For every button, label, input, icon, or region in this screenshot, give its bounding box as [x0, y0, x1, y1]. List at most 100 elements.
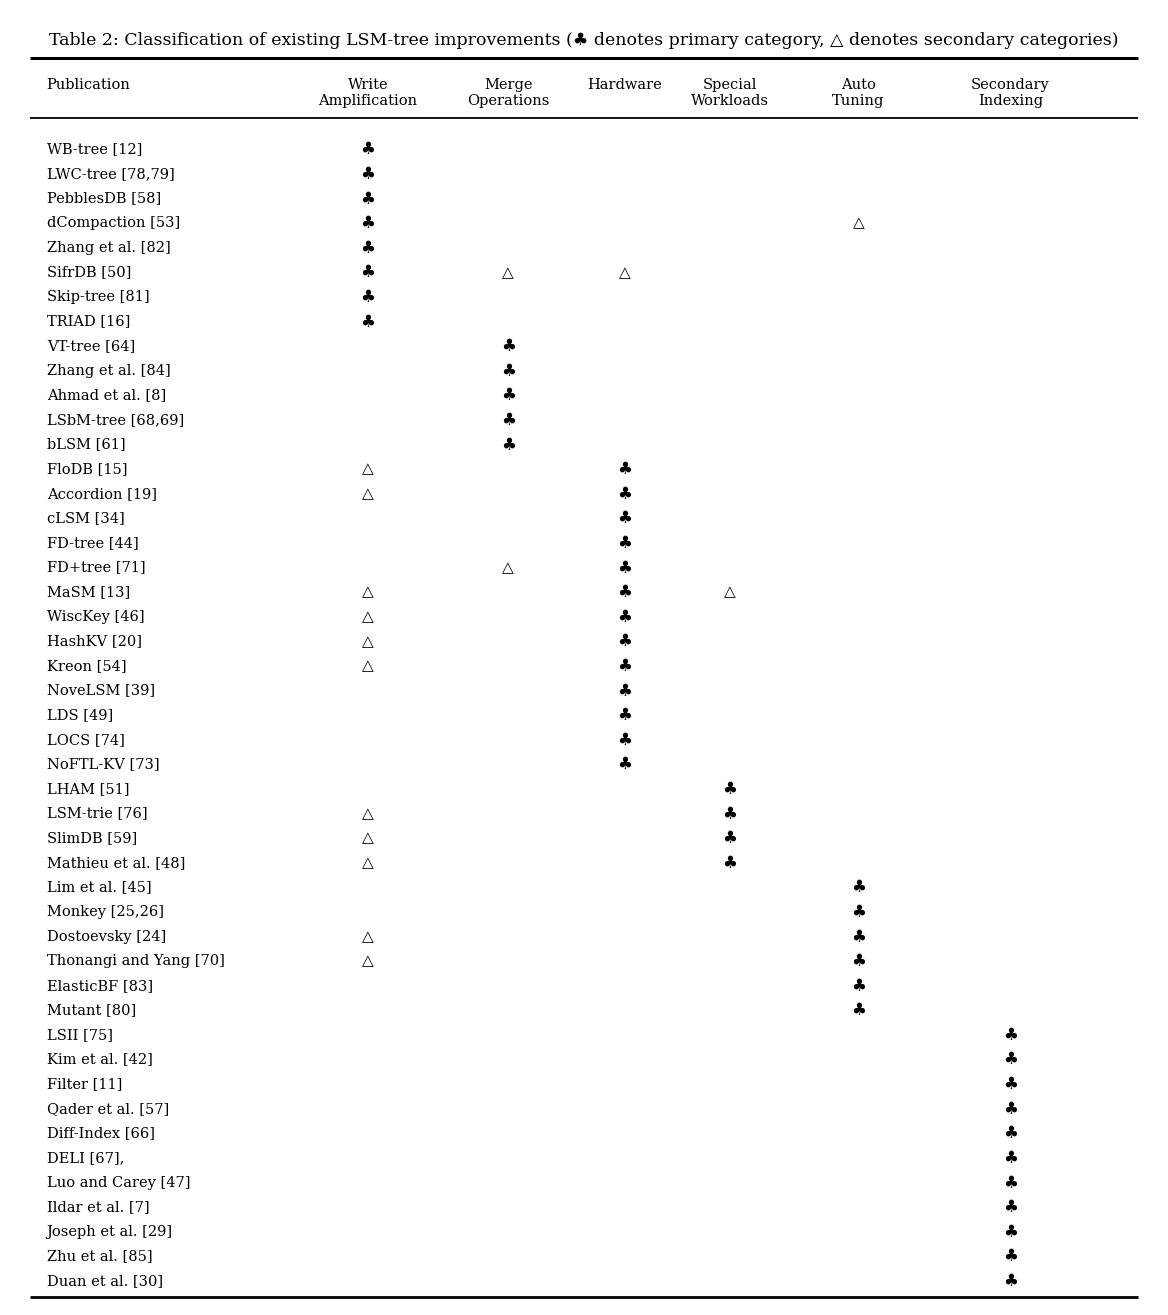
Text: △: △ [362, 462, 374, 476]
Text: ♣: ♣ [723, 805, 737, 822]
Text: WB-tree [12]: WB-tree [12] [47, 142, 142, 156]
Text: ♣: ♣ [501, 387, 515, 404]
Text: ♣: ♣ [618, 485, 632, 502]
Text: Skip-tree [81]: Skip-tree [81] [47, 289, 150, 304]
Text: ♣: ♣ [851, 878, 865, 897]
Text: Merge
Operations: Merge Operations [467, 78, 549, 108]
Text: Qader et al. [57]: Qader et al. [57] [47, 1102, 169, 1115]
Text: Table 2: Classification of existing LSM-tree improvements (♣ denotes primary cat: Table 2: Classification of existing LSM-… [49, 32, 1119, 49]
Text: △: △ [362, 659, 374, 673]
Text: dCompaction [53]: dCompaction [53] [47, 216, 180, 230]
Text: ♣: ♣ [723, 828, 737, 847]
Text: Filter [11]: Filter [11] [47, 1077, 123, 1091]
Text: △: △ [724, 585, 736, 600]
Text: Zhang et al. [82]: Zhang et al. [82] [47, 241, 171, 255]
Text: cLSM [34]: cLSM [34] [47, 512, 125, 525]
Text: ♣: ♣ [618, 534, 632, 552]
Text: ♣: ♣ [501, 410, 515, 429]
Text: Mathieu et al. [48]: Mathieu et al. [48] [47, 856, 185, 869]
Text: △: △ [362, 487, 374, 501]
Text: SlimDB [59]: SlimDB [59] [47, 831, 137, 846]
Text: ♣: ♣ [851, 927, 865, 945]
Text: ♣: ♣ [618, 460, 632, 479]
Text: △: △ [362, 928, 374, 944]
Text: △: △ [362, 831, 374, 846]
Text: LHAM [51]: LHAM [51] [47, 782, 130, 796]
Text: ♣: ♣ [618, 509, 632, 527]
Text: Special
Workloads: Special Workloads [691, 78, 769, 108]
Text: ♣: ♣ [1003, 1124, 1017, 1143]
Text: △: △ [362, 609, 374, 625]
Text: ♣: ♣ [618, 559, 632, 576]
Text: Mutant [80]: Mutant [80] [47, 1003, 135, 1018]
Text: ♣: ♣ [361, 189, 375, 208]
Text: ♣: ♣ [618, 608, 632, 626]
Text: ♣: ♣ [1003, 1272, 1017, 1290]
Text: DELI [67],: DELI [67], [47, 1151, 124, 1165]
Text: ♣: ♣ [361, 288, 375, 306]
Text: MaSM [13]: MaSM [13] [47, 585, 130, 600]
Text: ♣: ♣ [851, 977, 865, 994]
Text: Ahmad et al. [8]: Ahmad et al. [8] [47, 388, 166, 402]
Text: △: △ [502, 560, 514, 575]
Text: Thonangi and Yang [70]: Thonangi and Yang [70] [47, 955, 224, 968]
Text: Diff-Index [66]: Diff-Index [66] [47, 1127, 154, 1140]
Text: Zhu et al. [85]: Zhu et al. [85] [47, 1249, 152, 1264]
Text: △: △ [362, 953, 374, 969]
Text: Kreon [54]: Kreon [54] [47, 659, 126, 673]
Text: HashKV [20]: HashKV [20] [47, 634, 141, 648]
Text: ♣: ♣ [1003, 1223, 1017, 1240]
Text: Kim et al. [42]: Kim et al. [42] [47, 1052, 153, 1066]
Text: bLSM [61]: bLSM [61] [47, 438, 125, 451]
Text: WiscKey [46]: WiscKey [46] [47, 610, 145, 623]
Text: TRIAD [16]: TRIAD [16] [47, 314, 130, 329]
Text: ♣: ♣ [851, 903, 865, 920]
Text: Lim et al. [45]: Lim et al. [45] [47, 880, 152, 894]
Text: SifrDB [50]: SifrDB [50] [47, 266, 131, 279]
Text: Duan et al. [30]: Duan et al. [30] [47, 1274, 162, 1287]
Text: ♣: ♣ [618, 633, 632, 651]
Text: VT-tree [64]: VT-tree [64] [47, 339, 135, 354]
Text: △: △ [619, 264, 631, 280]
Text: ♣: ♣ [851, 952, 865, 970]
Text: ♣: ♣ [361, 141, 375, 158]
Text: LSII [75]: LSII [75] [47, 1028, 113, 1041]
Text: △: △ [362, 634, 374, 648]
Text: Luo and Carey [47]: Luo and Carey [47] [47, 1176, 190, 1190]
Text: ♣: ♣ [723, 853, 737, 872]
Text: LSM-trie [76]: LSM-trie [76] [47, 806, 147, 821]
Text: ♣: ♣ [1003, 1248, 1017, 1265]
Text: △: △ [502, 264, 514, 280]
Text: NoFTL-KV [73]: NoFTL-KV [73] [47, 757, 159, 772]
Text: ♣: ♣ [618, 731, 632, 748]
Text: LOCS [74]: LOCS [74] [47, 732, 125, 747]
Text: Write
Amplification: Write Amplification [319, 78, 417, 108]
Text: ♣: ♣ [361, 263, 375, 281]
Text: ♣: ♣ [501, 362, 515, 380]
Text: Zhang et al. [84]: Zhang et al. [84] [47, 364, 171, 377]
Text: Accordion [19]: Accordion [19] [47, 487, 157, 501]
Text: Auto
Tuning: Auto Tuning [833, 78, 884, 108]
Text: ♣: ♣ [618, 755, 632, 773]
Text: ♣: ♣ [501, 337, 515, 355]
Text: ♣: ♣ [1003, 1026, 1017, 1044]
Text: Publication: Publication [47, 78, 131, 92]
Text: Secondary
Indexing: Secondary Indexing [971, 78, 1050, 108]
Text: Monkey [25,26]: Monkey [25,26] [47, 905, 164, 919]
Text: LDS [49]: LDS [49] [47, 707, 113, 722]
Text: ♣: ♣ [618, 583, 632, 601]
Text: ♣: ♣ [723, 780, 737, 798]
Text: PebblesDB [58]: PebblesDB [58] [47, 192, 161, 205]
Text: △: △ [362, 585, 374, 600]
Text: ♣: ♣ [1003, 1149, 1017, 1166]
Text: Dostoevsky [24]: Dostoevsky [24] [47, 930, 166, 943]
Text: ♣: ♣ [1003, 1173, 1017, 1191]
Text: ♣: ♣ [618, 681, 632, 700]
Text: ♣: ♣ [361, 313, 375, 330]
Text: △: △ [362, 806, 374, 821]
Text: ♣: ♣ [361, 214, 375, 233]
Text: ♣: ♣ [1003, 1051, 1017, 1069]
Text: Joseph et al. [29]: Joseph et al. [29] [47, 1224, 173, 1239]
Text: ♣: ♣ [1003, 1076, 1017, 1093]
Text: LWC-tree [78,79]: LWC-tree [78,79] [47, 167, 174, 181]
